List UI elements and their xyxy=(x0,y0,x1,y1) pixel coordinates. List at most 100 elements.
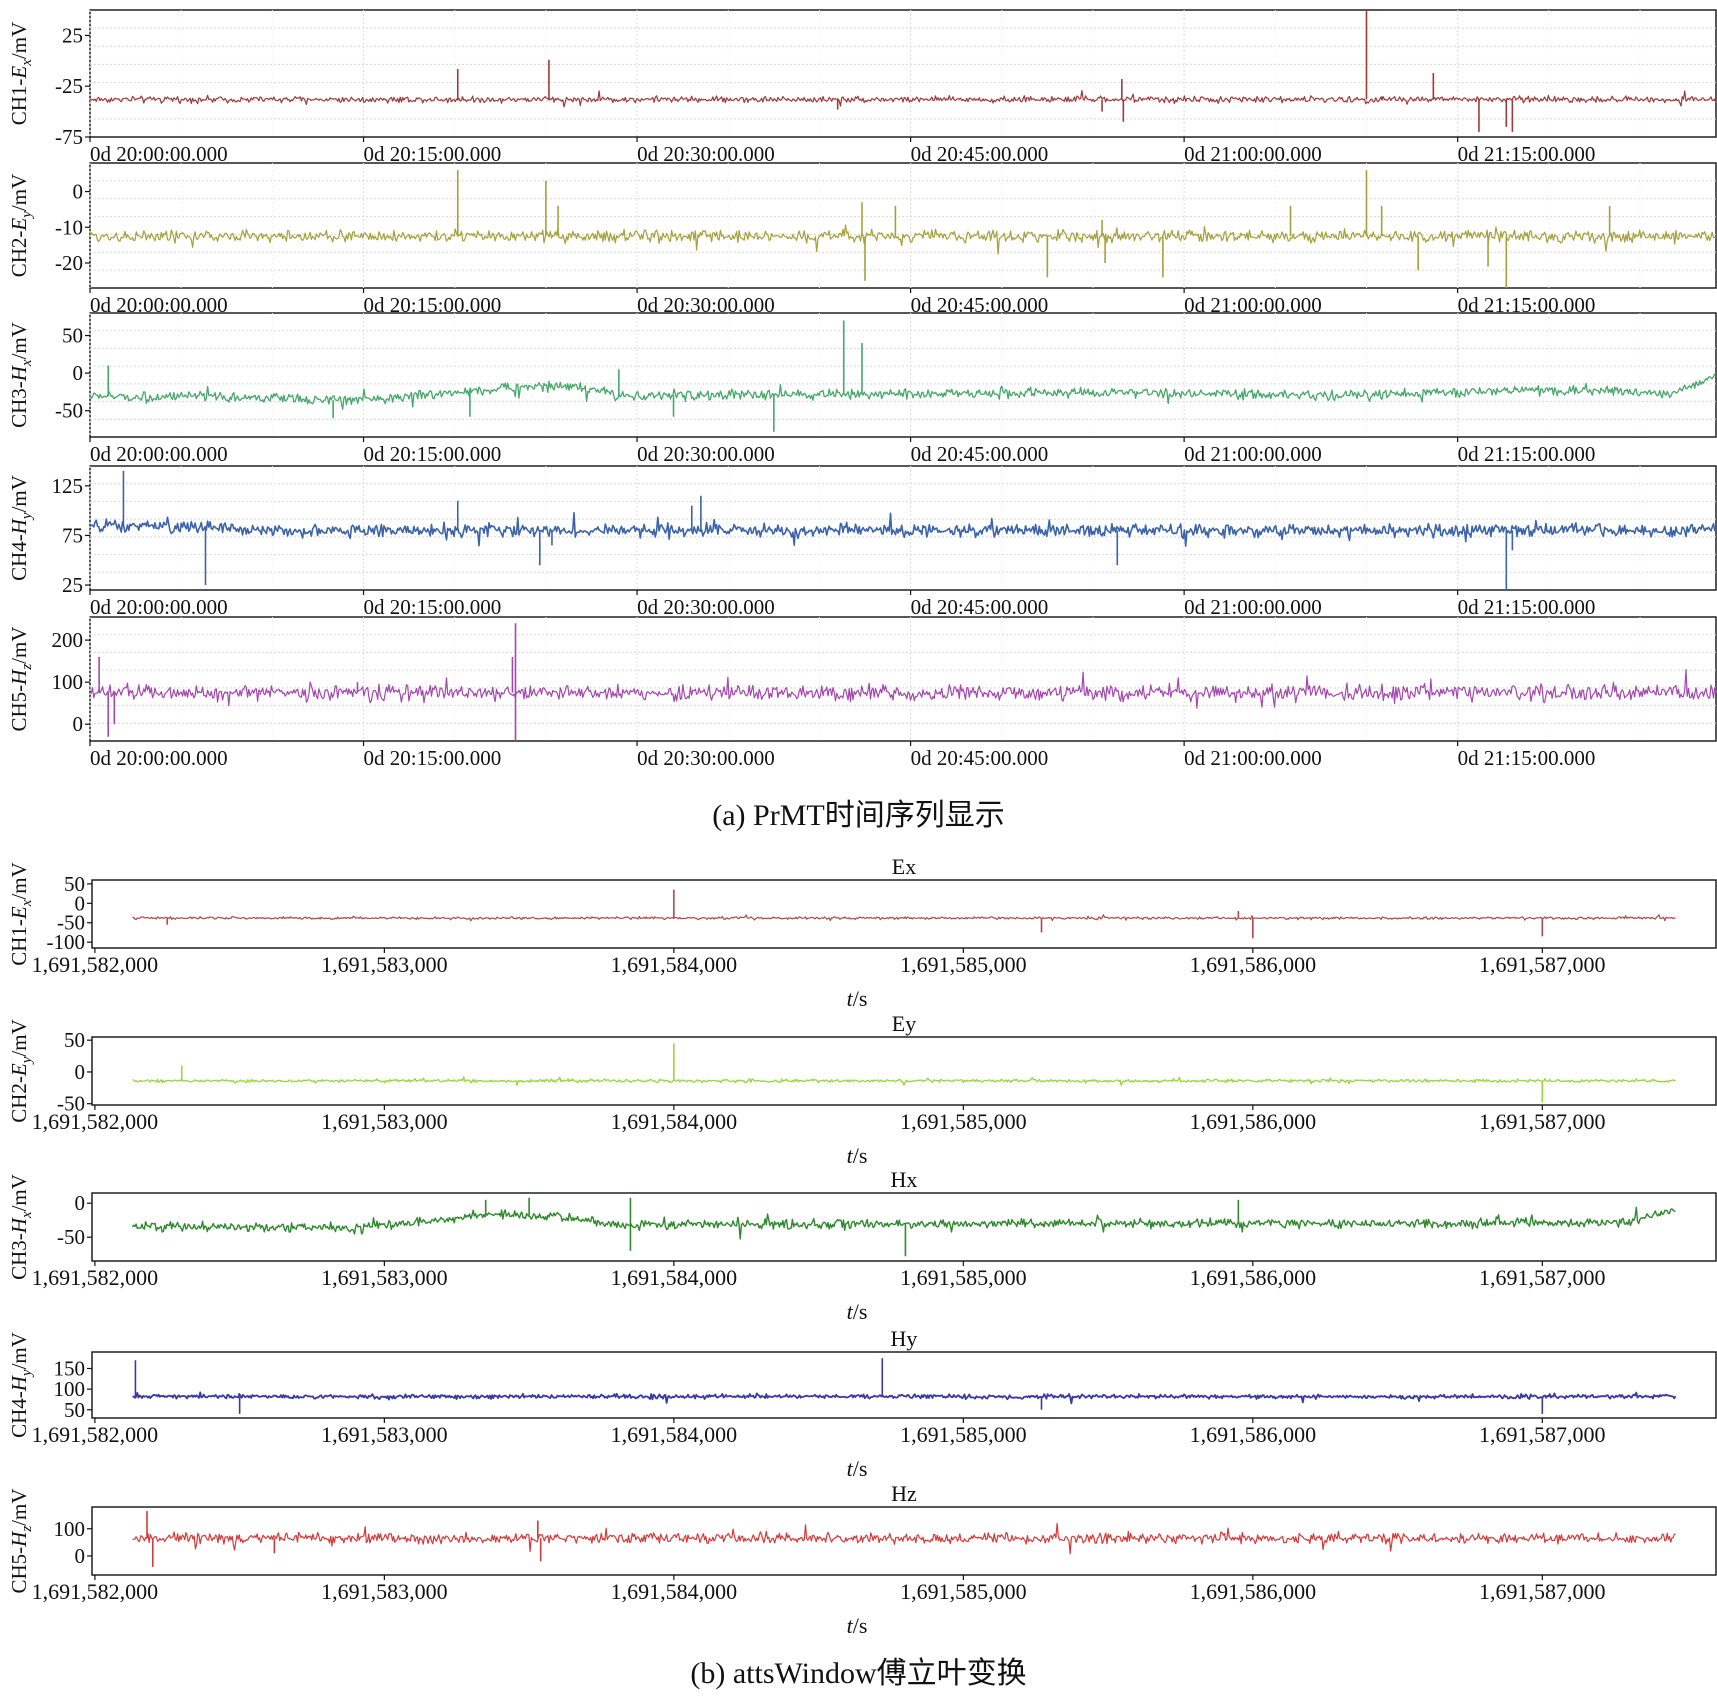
x-tick-label: 0d 20:30:00.000 xyxy=(637,595,775,619)
x-axis-label: t/s xyxy=(847,1456,868,1481)
x-tick-label: 0d 20:00:00.000 xyxy=(90,442,228,466)
series-line xyxy=(132,1076,1676,1086)
chart-title: Hz xyxy=(891,1481,917,1506)
y-tick-label: 200 xyxy=(52,628,84,652)
x-tick-label: 1,691,585,000 xyxy=(900,1109,1027,1134)
y-tick-label: 50 xyxy=(64,1398,85,1422)
y-tick-label: 100 xyxy=(54,1517,86,1541)
x-tick-label: 0d 20:45:00.000 xyxy=(911,142,1049,166)
x-axis-label: t/s xyxy=(847,986,868,1011)
x-axis-label: t/s xyxy=(847,1143,868,1168)
y-tick-label: 0 xyxy=(73,712,84,736)
series-line xyxy=(89,372,1717,410)
x-tick-label: 0d 20:45:00.000 xyxy=(911,595,1049,619)
x-tick-label: 1,691,584,000 xyxy=(611,1579,738,1604)
series-line xyxy=(131,1206,1676,1240)
y-tick-label: 100 xyxy=(54,1377,86,1401)
y-tick-label: 0 xyxy=(73,361,84,385)
x-tick-label: 1,691,584,000 xyxy=(611,1109,738,1134)
plot-frame xyxy=(91,1192,1717,1262)
y-tick-label: 150 xyxy=(54,1357,86,1381)
y-axis-label: CH1-Ex/mV xyxy=(7,22,35,126)
x-tick-label: 1,691,587,000 xyxy=(1479,952,1606,977)
series-line xyxy=(132,914,1676,922)
chart-title: Hx xyxy=(891,1167,918,1192)
chart-4: 125 75 25 0d 20:00:00.000 0d 20:15:00.000 0d … xyxy=(7,465,1717,619)
y-tick-label: 125 xyxy=(52,474,84,498)
y-axis-label: CH2-Ey/mV xyxy=(7,174,35,278)
plot-frame xyxy=(91,879,1717,949)
y-tick-label: -20 xyxy=(55,251,83,275)
series-line xyxy=(89,511,1717,547)
series-line xyxy=(89,90,1717,108)
y-tick-label: -100 xyxy=(47,930,86,954)
x-axis-label: t/s xyxy=(847,1299,868,1324)
y-axis-label: CH4-Hy/mV xyxy=(7,475,35,581)
plot-frame xyxy=(91,1036,1717,1106)
x-tick-label: 1,691,584,000 xyxy=(611,952,738,977)
y-tick-label: -50 xyxy=(55,399,83,423)
y-tick-label: 75 xyxy=(62,523,83,547)
x-tick-label: 0d 20:15:00.000 xyxy=(364,142,502,166)
chart-3: 50 0 -50 0d 20:00:00.000 0d 20:15:00.000 0d 2… xyxy=(7,312,1717,466)
y-tick-label: -50 xyxy=(57,1092,85,1116)
gridlines xyxy=(89,617,1716,741)
y-tick-label: -10 xyxy=(55,215,83,239)
plot-frame xyxy=(91,1351,1717,1419)
x-tick-label: 1,691,586,000 xyxy=(1190,1265,1317,1290)
x-tick-label: 0d 21:15:00.000 xyxy=(1458,746,1596,770)
x-tick-label: 1,691,582,000 xyxy=(32,952,159,977)
y-tick-label: 0 xyxy=(73,180,84,204)
x-tick-label: 1,691,585,000 xyxy=(900,952,1027,977)
chart-title: Ex xyxy=(892,854,916,879)
x-tick-label: 1,691,585,000 xyxy=(900,1579,1027,1604)
y-tick-label: 50 xyxy=(64,1028,85,1052)
x-tick-label: 0d 21:00:00.000 xyxy=(1184,442,1322,466)
x-tick-label: 1,691,582,000 xyxy=(32,1579,159,1604)
series-line xyxy=(89,224,1717,255)
x-tick-label: 1,691,584,000 xyxy=(611,1265,738,1290)
x-tick-label: 1,691,586,000 xyxy=(1190,1109,1317,1134)
y-axis-label: CH1-Ex/mV xyxy=(7,862,35,966)
series-line xyxy=(132,1391,1677,1405)
x-tick-label: 1,691,586,000 xyxy=(1190,1422,1317,1447)
x-tick-label: 0d 21:00:00.000 xyxy=(1184,595,1322,619)
y-tick-label: 0 xyxy=(75,1060,86,1084)
x-tick-label: 1,691,583,000 xyxy=(321,1109,448,1134)
x-tick-label: 0d 21:15:00.000 xyxy=(1458,595,1596,619)
x-tick-label: 0d 20:30:00.000 xyxy=(637,142,775,166)
x-tick-label: 1,691,585,000 xyxy=(900,1265,1027,1290)
caption-b: (b) attsWindow傅立叶变换 xyxy=(690,1657,1027,1690)
gridlines xyxy=(89,466,1716,590)
caption-a: (a) PrMT时间序列显示 xyxy=(712,799,1005,832)
x-tick-label: 0d 20:00:00.000 xyxy=(90,595,228,619)
y-axis-label: CH5-Hz/mV xyxy=(7,626,35,731)
y-tick-label: 50 xyxy=(64,872,85,896)
chart-title: Ey xyxy=(892,1011,916,1036)
plot-frame xyxy=(89,312,1717,438)
plot-frame xyxy=(89,465,1717,591)
x-tick-label: 1,691,582,000 xyxy=(32,1109,159,1134)
x-tick-label: 1,691,583,000 xyxy=(321,952,448,977)
gridlines xyxy=(89,313,1716,437)
x-tick-label: 0d 20:15:00.000 xyxy=(364,595,502,619)
x-tick-label: 1,691,587,000 xyxy=(1479,1579,1606,1604)
series-line xyxy=(132,1522,1676,1555)
y-axis-label: CH3-Hx/mV xyxy=(7,322,35,428)
x-tick-label: 0d 20:00:00.000 xyxy=(90,142,228,166)
series-line xyxy=(89,669,1717,709)
y-tick-label: 0 xyxy=(75,891,86,915)
x-tick-label: 1,691,587,000 xyxy=(1479,1109,1606,1134)
y-axis-label: CH4-Hy/mV xyxy=(7,1332,35,1438)
x-tick-label: 1,691,586,000 xyxy=(1190,952,1317,977)
y-tick-label: 0 xyxy=(75,1544,86,1568)
x-tick-label: 0d 20:15:00.000 xyxy=(364,746,502,770)
x-tick-label: 0d 20:45:00.000 xyxy=(911,442,1049,466)
x-tick-label: 1,691,582,000 xyxy=(32,1422,159,1447)
chart-10: 100 0 1,691,582,000 1,691,583,000 1,691,584,… xyxy=(7,1481,1717,1638)
x-tick-label: 0d 21:15:00.000 xyxy=(1458,442,1596,466)
chart-1: 25 -25 -75 0d 20:00:00.000 0d 20:15:00.000 0d… xyxy=(7,9,1717,166)
y-axis-label: CH5-Hz/mV xyxy=(7,1488,35,1593)
y-tick-label: -25 xyxy=(55,74,83,98)
